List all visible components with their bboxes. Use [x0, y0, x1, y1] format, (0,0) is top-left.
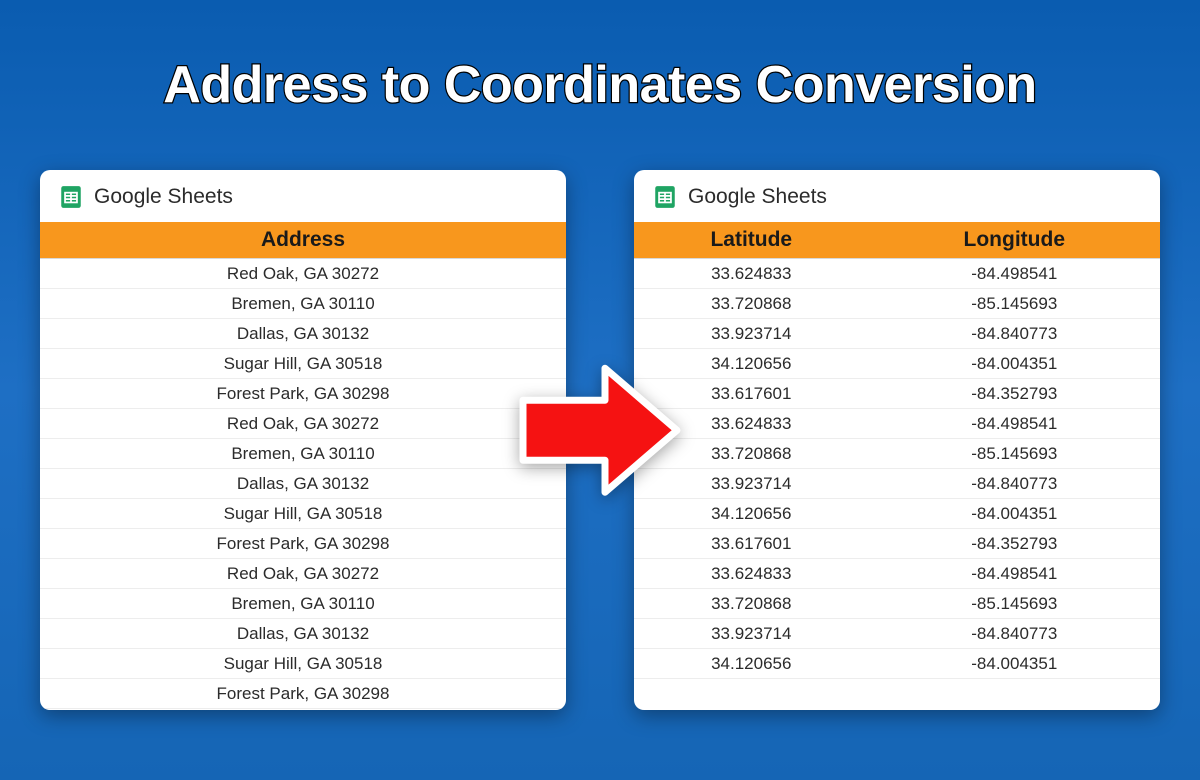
table-row: 33.720868-85.145693	[634, 439, 1160, 469]
longitude-cell: -84.352793	[869, 529, 1160, 559]
table-row: Dallas, GA 30132	[40, 319, 566, 349]
table-row: 34.120656-84.004351	[634, 649, 1160, 679]
table-row: 33.923714-84.840773	[634, 469, 1160, 499]
address-cell: Dallas, GA 30132	[40, 319, 566, 349]
latitude-cell: 33.624833	[634, 259, 869, 289]
table-row: 33.624833-84.498541	[634, 259, 1160, 289]
latitude-cell: 33.617601	[634, 529, 869, 559]
table-row: Bremen, GA 30110	[40, 289, 566, 319]
address-cell: Forest Park, GA 30298	[40, 529, 566, 559]
table-row: 33.923714-84.840773	[634, 619, 1160, 649]
table-row: 34.120656-84.004351	[634, 499, 1160, 529]
address-cell: Red Oak, GA 30272	[40, 559, 566, 589]
latitude-cell: 34.120656	[634, 649, 869, 679]
longitude-cell: -84.004351	[869, 499, 1160, 529]
address-cell: Red Oak, GA 30272	[40, 259, 566, 289]
page-title: Address to Coordinates Conversion	[0, 55, 1200, 115]
table-row: 33.624833-84.498541	[634, 409, 1160, 439]
address-cell: Sugar Hill, GA 30518	[40, 649, 566, 679]
longitude-cell: -85.145693	[869, 589, 1160, 619]
address-cell: Bremen, GA 30110	[40, 439, 566, 469]
address-cell: Red Oak, GA 30272	[40, 409, 566, 439]
address-cell: Forest Park, GA 30298	[40, 679, 566, 709]
table-row: Bremen, GA 30110	[40, 439, 566, 469]
table-row: Forest Park, GA 30298	[40, 679, 566, 709]
address-cell: Sugar Hill, GA 30518	[40, 499, 566, 529]
longitude-cell: -84.004351	[869, 649, 1160, 679]
address-cell: Forest Park, GA 30298	[40, 379, 566, 409]
longitude-column-header: Longitude	[869, 222, 1160, 259]
table-row: Red Oak, GA 30272	[40, 409, 566, 439]
conversion-arrow-icon	[515, 360, 685, 505]
longitude-cell: -85.145693	[869, 289, 1160, 319]
longitude-cell: -85.145693	[869, 439, 1160, 469]
address-cell: Bremen, GA 30110	[40, 589, 566, 619]
table-row: 34.120656-84.004351	[634, 349, 1160, 379]
left-sheet-panel: Google Sheets Address Red Oak, GA 30272B…	[40, 170, 566, 710]
address-cell: Dallas, GA 30132	[40, 619, 566, 649]
table-row: Red Oak, GA 30272	[40, 559, 566, 589]
latitude-cell: 33.624833	[634, 559, 869, 589]
table-row: 33.617601-84.352793	[634, 529, 1160, 559]
table-row: Dallas, GA 30132	[40, 469, 566, 499]
table-row: Sugar Hill, GA 30518	[40, 649, 566, 679]
address-cell: Bremen, GA 30110	[40, 289, 566, 319]
coordinates-table-body: 33.624833-84.49854133.720868-85.14569333…	[634, 259, 1160, 679]
latitude-cell: 33.720868	[634, 589, 869, 619]
table-row: Red Oak, GA 30272	[40, 259, 566, 289]
left-panel-header: Google Sheets	[40, 170, 566, 222]
latitude-column-header: Latitude	[634, 222, 869, 259]
coordinates-table: Latitude Longitude 33.624833-84.49854133…	[634, 222, 1160, 679]
google-sheets-icon	[652, 184, 678, 210]
table-row: Dallas, GA 30132	[40, 619, 566, 649]
latitude-cell: 33.720868	[634, 289, 869, 319]
longitude-cell: -84.004351	[869, 349, 1160, 379]
table-row: 33.720868-85.145693	[634, 589, 1160, 619]
address-table: Address Red Oak, GA 30272Bremen, GA 3011…	[40, 222, 566, 709]
longitude-cell: -84.498541	[869, 259, 1160, 289]
table-row: 33.720868-85.145693	[634, 289, 1160, 319]
left-panel-app-label: Google Sheets	[94, 185, 233, 209]
address-table-body: Red Oak, GA 30272Bremen, GA 30110Dallas,…	[40, 259, 566, 709]
longitude-cell: -84.840773	[869, 469, 1160, 499]
longitude-cell: -84.498541	[869, 559, 1160, 589]
right-sheet-panel: Google Sheets Latitude Longitude 33.6248…	[634, 170, 1160, 710]
table-row: Forest Park, GA 30298	[40, 529, 566, 559]
latitude-cell: 33.923714	[634, 319, 869, 349]
right-panel-app-label: Google Sheets	[688, 185, 827, 209]
longitude-cell: -84.840773	[869, 319, 1160, 349]
table-row: 33.624833-84.498541	[634, 559, 1160, 589]
table-row: Sugar Hill, GA 30518	[40, 499, 566, 529]
address-column-header: Address	[40, 222, 566, 259]
table-row: Bremen, GA 30110	[40, 589, 566, 619]
table-row: Forest Park, GA 30298	[40, 379, 566, 409]
longitude-cell: -84.840773	[869, 619, 1160, 649]
right-panel-header: Google Sheets	[634, 170, 1160, 222]
latitude-cell: 33.923714	[634, 619, 869, 649]
table-row: 33.923714-84.840773	[634, 319, 1160, 349]
panels-container: Google Sheets Address Red Oak, GA 30272B…	[0, 170, 1200, 710]
address-cell: Dallas, GA 30132	[40, 469, 566, 499]
google-sheets-icon	[58, 184, 84, 210]
address-cell: Sugar Hill, GA 30518	[40, 349, 566, 379]
longitude-cell: -84.352793	[869, 379, 1160, 409]
table-row: Sugar Hill, GA 30518	[40, 349, 566, 379]
table-row: 33.617601-84.352793	[634, 379, 1160, 409]
longitude-cell: -84.498541	[869, 409, 1160, 439]
